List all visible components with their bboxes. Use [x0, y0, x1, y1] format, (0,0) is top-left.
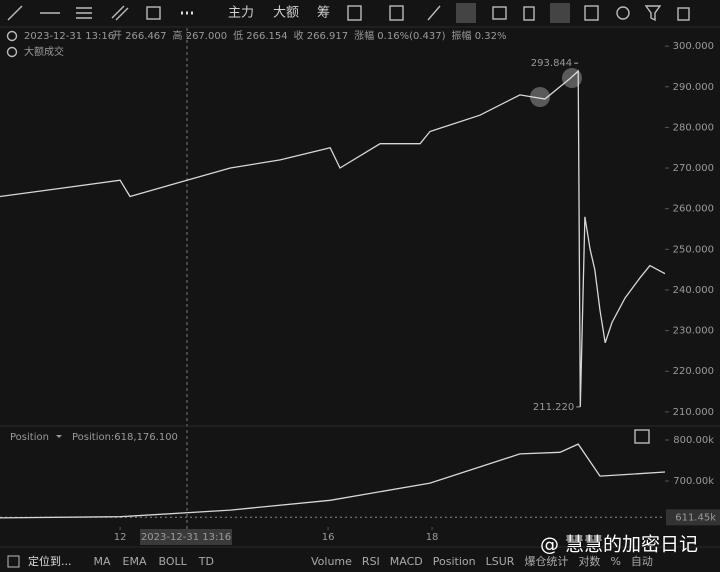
tool-icon[interactable]	[550, 3, 570, 23]
tab[interactable]: RSI	[362, 555, 380, 568]
crosshair-label: 2023-12-31 13:16	[141, 532, 231, 543]
y-tick-label: 280.000	[673, 122, 714, 133]
panel-subtitle: Position:618,176.100	[72, 432, 178, 443]
tab[interactable]: %	[610, 555, 620, 568]
info-item: 高 267.000	[173, 29, 228, 42]
trend-tool[interactable]	[7, 5, 23, 21]
x-tick-label: 16	[322, 532, 335, 543]
series-line	[0, 69, 666, 407]
toolbar-label[interactable]: 筹	[317, 5, 330, 21]
series-line	[0, 443, 666, 519]
tab[interactable]: 自动	[631, 555, 653, 568]
value-label: 293.844	[531, 58, 572, 69]
tool-icon[interactable]	[347, 5, 362, 21]
watermark: @ 慧慧的加密日记	[540, 534, 698, 556]
tool-icon[interactable]	[616, 6, 630, 20]
tool-icon[interactable]	[456, 3, 476, 23]
tool-icon[interactable]	[492, 6, 507, 20]
dropdown[interactable]	[56, 435, 62, 438]
info-item: 振幅 0.32%	[452, 29, 507, 42]
info-item: 涨幅 0.16%(0.437)	[354, 29, 445, 42]
tab[interactable]: 爆仓统计	[524, 554, 568, 568]
parallel-tool[interactable]	[111, 5, 129, 21]
tab[interactable]: BOLL	[158, 555, 187, 568]
x-tick-label: 12	[114, 532, 127, 543]
tab[interactable]: MACD	[390, 555, 423, 568]
y-tick-label: 210.000	[673, 407, 714, 418]
tab[interactable]: TD	[198, 555, 214, 568]
calendar-icon	[7, 555, 20, 568]
filter-icon[interactable]	[644, 5, 662, 22]
tool-icon[interactable]	[523, 6, 535, 21]
info-item: 开 266.467	[112, 31, 167, 42]
y-tick-label: 800.00k	[673, 435, 714, 446]
tool-icon[interactable]	[389, 5, 404, 21]
y-tick-label: 220.000	[673, 366, 714, 377]
info-item: 低 266.154	[233, 29, 288, 42]
tool-icon[interactable]	[584, 5, 599, 21]
bottom-bar: 定位到... MA EMA BOLL TD Volume RSI MACD Position LS…	[7, 554, 653, 568]
last-value-label: 611.45k	[675, 512, 716, 523]
info-item: 收 266.917	[294, 29, 349, 42]
y-tick-label: 270.000	[673, 163, 714, 174]
tab[interactable]: LSUR	[486, 555, 515, 568]
y-tick-label: 230.000	[673, 326, 714, 337]
tab[interactable]: Volume	[311, 555, 352, 568]
rect-tool[interactable]	[146, 6, 161, 20]
delete-icon[interactable]	[677, 7, 690, 21]
info-time: 2023-12-31 13:16	[24, 31, 114, 42]
crosshair-label-bg	[140, 529, 232, 545]
y-tick-label: 700.00k	[673, 476, 714, 487]
info-sub: 大额成交	[24, 45, 64, 58]
tab[interactable]: EMA	[123, 555, 147, 568]
collapse-icon[interactable]	[6, 30, 18, 42]
y-tick-label: 240.000	[673, 285, 714, 296]
last-value-bg	[666, 509, 720, 526]
channel-tool[interactable]	[76, 7, 92, 19]
toolbar: 主力 大额 筹	[7, 3, 690, 23]
panel-icon[interactable]	[634, 429, 650, 444]
highlight	[530, 87, 550, 107]
x-tick-label: 18	[426, 532, 439, 543]
toolbar-label[interactable]: 大额	[273, 6, 299, 21]
y-tick-label: 300.000	[673, 41, 714, 52]
collapse-icon[interactable]	[6, 46, 18, 58]
tab[interactable]: Position	[433, 555, 476, 568]
y-tick-label: 250.000	[673, 244, 714, 255]
panel-title[interactable]: Position	[10, 432, 49, 443]
value-label: 211.220	[533, 402, 574, 413]
tab[interactable]: 定位到...	[28, 554, 72, 568]
tab[interactable]: 对数	[578, 554, 600, 568]
y-tick-label: 290.000	[673, 82, 714, 93]
tab[interactable]: MA	[94, 555, 111, 568]
y-tick-label: 260.000	[673, 204, 714, 215]
info-items: 开 266.467 高 267.000 低 266.154 收 266.917 涨幅 0…	[112, 29, 506, 42]
toolbar-label[interactable]: 主力	[228, 6, 254, 21]
highlight	[562, 68, 582, 88]
tool-icon[interactable]	[427, 5, 441, 21]
